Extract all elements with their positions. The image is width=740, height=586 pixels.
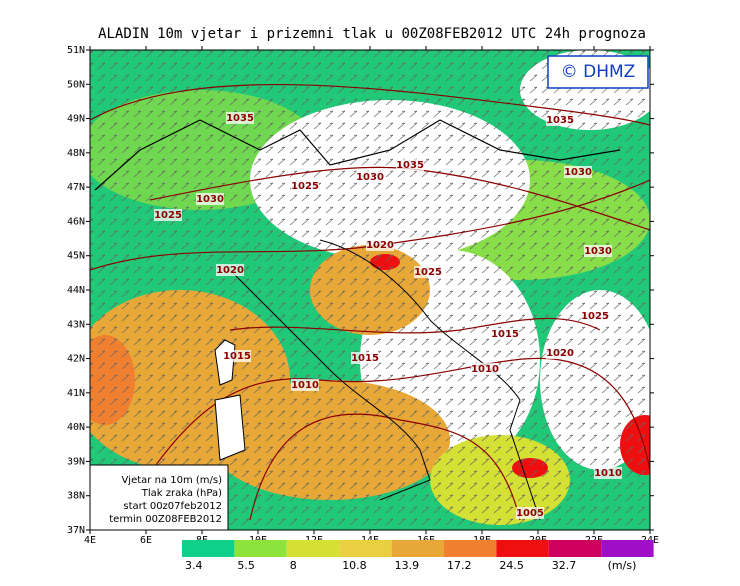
legend-box: Vjetar na 10m (m/s) Tlak zraka (hPa) start… [89,464,229,531]
isobar-label: 1035 [396,160,424,171]
lat-label: 47N [67,182,85,193]
lat-label: 40N [67,422,85,433]
legend-line: Tlak zraka (hPa) [141,488,222,499]
isobar-label: 1010 [291,380,319,391]
lon-label: 6E [140,535,152,546]
isobar-label-bg [564,166,592,178]
isobar-label-bg [216,264,244,276]
lat-label: 51N [67,45,85,56]
lat-label: 42N [67,354,85,365]
lat-label: 41N [67,388,85,399]
legend-line: start 00z07feb2012 [123,501,222,512]
isobar-label-bg [196,193,224,205]
colorbar-swatch [601,540,654,557]
map-field [90,50,650,530]
colorbar-unit: (m/s) [608,559,637,572]
lat-label: 37N [67,525,85,536]
isobar-label-bg [491,328,519,340]
lat-label: 43N [67,319,85,330]
colorbar-label: 17.2 [447,559,472,572]
colorbar-label: 24.5 [499,559,524,572]
isobar-label: 1030 [584,246,612,257]
isobar-label-bg [356,171,384,183]
legend-line: Vjetar na 10m (m/s) [121,475,222,486]
lon-label: 4E [84,535,96,546]
isobar-labels: 1035 1035 1035 1030 1030 1025 1030 1025 1020 1030… [154,112,622,519]
isobar-label: 1005 [516,508,544,519]
isobar-label-bg [291,379,319,391]
colorbar-swatch [444,540,497,557]
isobar-label-bg [594,467,622,479]
colorbar-label: 5.5 [237,559,255,572]
isobar-label: 1030 [196,194,224,205]
isobar-label: 1010 [471,364,499,375]
colorbar: 3.4 5.5 8 10.8 13.9 17.2 24.5 32.7 (m/s) [182,540,654,572]
isobar-label-bg [546,347,574,359]
logo-text: © DHMZ [561,62,636,82]
isobar-label: 1020 [216,265,244,276]
isobar-label: 1015 [223,351,251,362]
isobar-label-bg [516,507,544,519]
colorbar-label: 8 [290,559,297,572]
isobar-label: 1030 [564,167,592,178]
isobar-label-bg [223,350,251,362]
colorbar-swatch [286,540,340,557]
isobar-label: 1015 [491,329,519,340]
isobar-label: 1035 [546,115,574,126]
lat-label: 50N [67,79,85,90]
isobar-label: 1030 [356,172,384,183]
colorbar-swatch [496,540,549,557]
isobar-label-bg [414,266,442,278]
lat-label: 44N [67,285,85,296]
lat-label: 48N [67,148,85,159]
isobar-label: 1025 [581,311,609,322]
isobar-label: 1025 [154,210,182,221]
isobar-label: 1025 [291,181,319,192]
isobar-label-bg [396,159,424,171]
colorbar-label: 13.9 [395,559,420,572]
lat-label: 46N [67,216,85,227]
title: ALADIN 10m vjetar i prizemni tlak u 00Z0… [98,26,646,42]
lat-label: 49N [67,114,85,125]
isobar-label: 1010 [594,468,622,479]
isobar-label: 1035 [226,113,254,124]
isobar-label: 1020 [546,348,574,359]
isobar-label-bg [351,352,379,364]
isobar-label-bg [546,114,574,126]
isobar-label-bg [581,310,609,322]
isobar-label-bg [366,239,394,251]
lat-label: 38N [67,491,85,502]
isobar-label-bg [154,209,182,221]
logo: © DHMZ [547,55,649,89]
legend-line: termin 00Z08FEB2012 [109,514,222,525]
isobar-label: 1020 [366,240,394,251]
colorbar-swatch [339,540,392,557]
lat-label: 39N [67,456,85,467]
isobar-label-bg [291,180,319,192]
colorbar-swatch [234,540,287,557]
isobar-label-bg [471,363,499,375]
colorbar-swatch [182,540,235,557]
colorbar-swatch [391,540,444,557]
isobar-label: 1025 [414,267,442,278]
isobar-label-bg [226,112,254,124]
colorbar-swatch [548,540,602,557]
colorbar-label: 10.8 [342,559,367,572]
isobar-label: 1015 [351,353,379,364]
lat-label: 45N [67,251,85,262]
isobar-label-bg [584,245,612,257]
colorbar-label: 32.7 [552,559,577,572]
colorbar-label: 3.4 [185,559,203,572]
